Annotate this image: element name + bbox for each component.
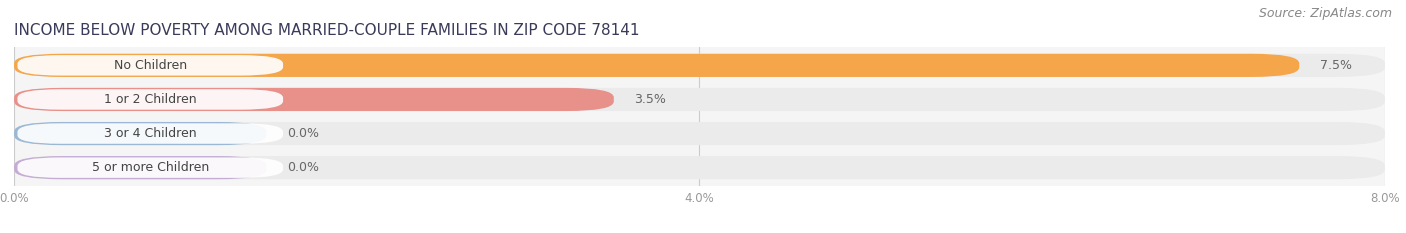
Text: 3.5%: 3.5%: [634, 93, 666, 106]
Text: 0.0%: 0.0%: [287, 161, 319, 174]
Text: No Children: No Children: [114, 59, 187, 72]
Text: 3 or 4 Children: 3 or 4 Children: [104, 127, 197, 140]
Text: 5 or more Children: 5 or more Children: [91, 161, 209, 174]
FancyBboxPatch shape: [14, 88, 614, 111]
FancyBboxPatch shape: [17, 158, 283, 178]
FancyBboxPatch shape: [14, 122, 266, 145]
Text: Source: ZipAtlas.com: Source: ZipAtlas.com: [1258, 7, 1392, 20]
FancyBboxPatch shape: [17, 89, 283, 110]
Text: 1 or 2 Children: 1 or 2 Children: [104, 93, 197, 106]
FancyBboxPatch shape: [14, 54, 1385, 77]
Text: 7.5%: 7.5%: [1320, 59, 1351, 72]
Text: 0.0%: 0.0%: [287, 127, 319, 140]
FancyBboxPatch shape: [14, 156, 1385, 179]
FancyBboxPatch shape: [14, 156, 266, 179]
FancyBboxPatch shape: [14, 54, 1299, 77]
FancyBboxPatch shape: [17, 123, 283, 144]
Text: INCOME BELOW POVERTY AMONG MARRIED-COUPLE FAMILIES IN ZIP CODE 78141: INCOME BELOW POVERTY AMONG MARRIED-COUPL…: [14, 24, 640, 38]
FancyBboxPatch shape: [14, 122, 1385, 145]
FancyBboxPatch shape: [14, 88, 1385, 111]
FancyBboxPatch shape: [17, 55, 283, 75]
